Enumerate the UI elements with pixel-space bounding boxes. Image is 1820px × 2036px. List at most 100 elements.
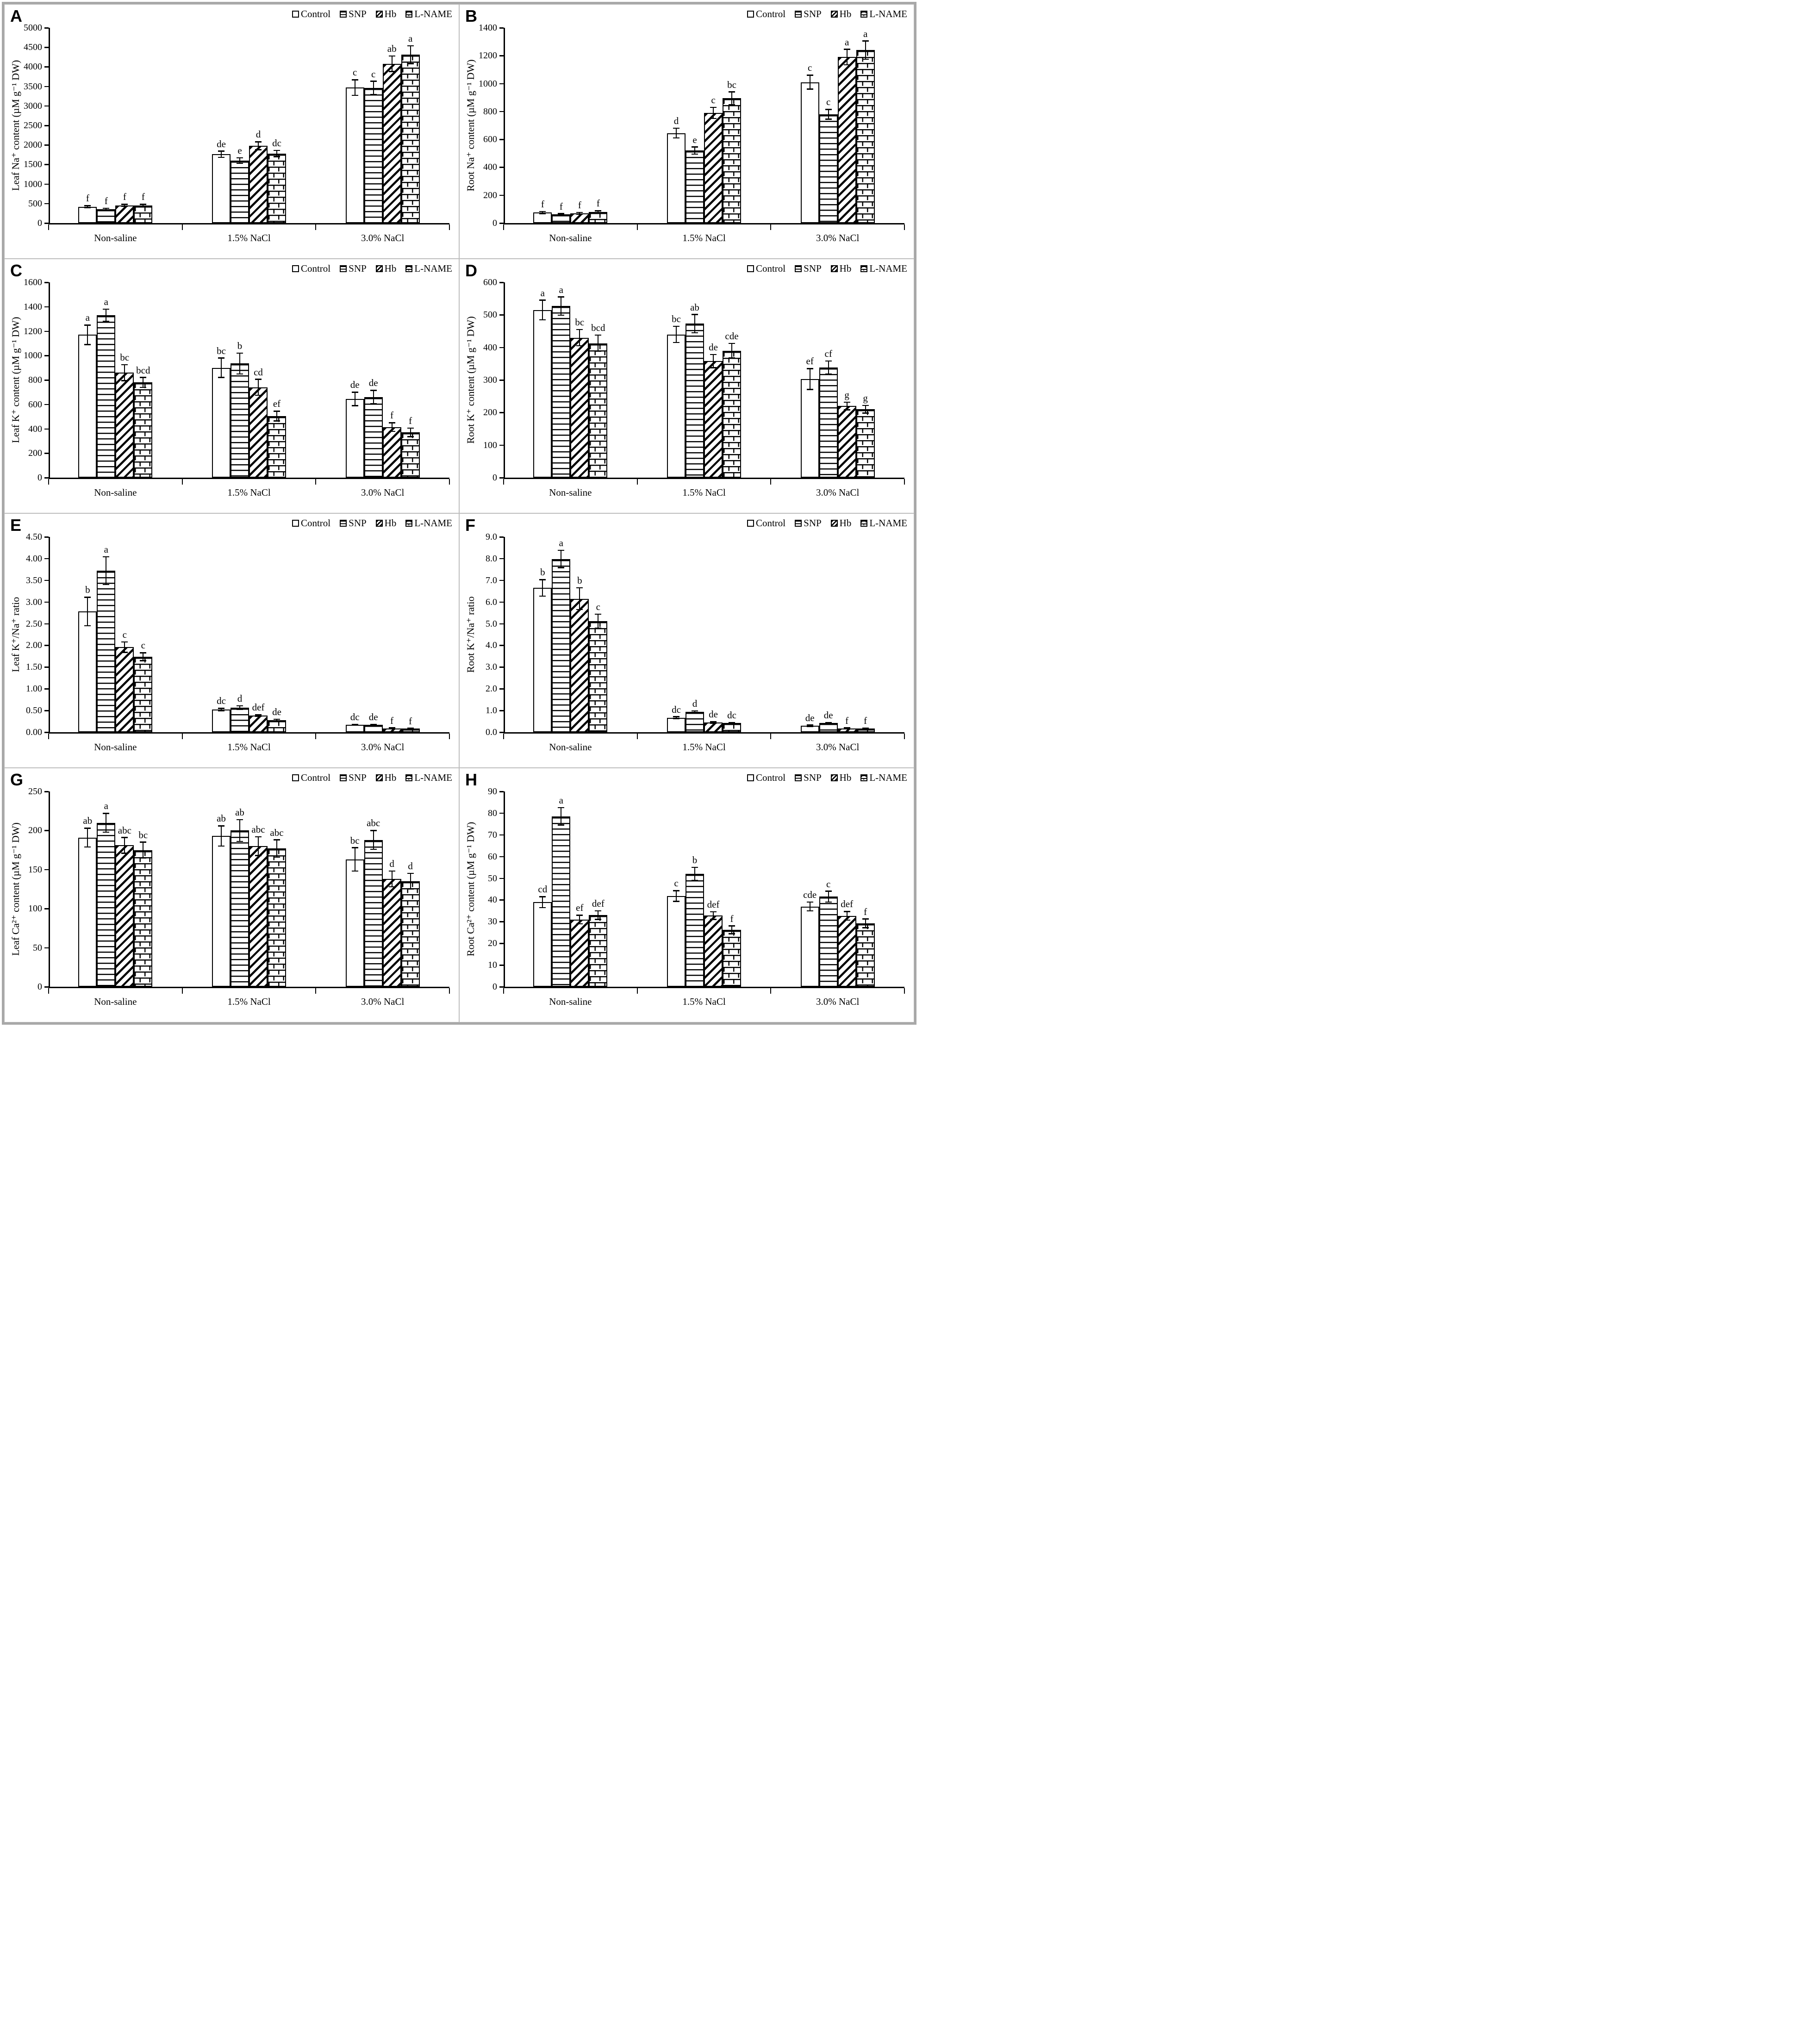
y-axis-line (49, 791, 50, 988)
legend: Control SNP Hb L-NAME (747, 772, 907, 784)
error-bar-cap (558, 824, 565, 826)
error-bar (276, 150, 277, 157)
error-bar-cap (595, 627, 602, 629)
bar-hb (704, 361, 723, 478)
x-boundary-tick (904, 733, 905, 739)
bar-hb (249, 387, 268, 478)
x-axis-line (504, 223, 904, 224)
x-boundary-tick (503, 224, 504, 230)
y-tick-label: 0 (492, 473, 497, 483)
legend-label: Hb (839, 517, 852, 529)
error-bar (410, 428, 411, 437)
bar-hb (704, 915, 723, 987)
error-bar-cap (218, 156, 224, 158)
error-bar-cap (673, 890, 679, 891)
y-tick (44, 125, 49, 126)
y-tick (499, 899, 504, 901)
significance-letter: a (863, 28, 868, 39)
y-tick-label: 50 (33, 942, 42, 953)
error-bar-cap (121, 364, 128, 366)
error-bar-cap (370, 848, 377, 850)
significance-letter: ab (83, 815, 93, 827)
bar-hb (382, 879, 401, 987)
y-tick-label: 600 (483, 134, 497, 145)
error-bar-cap (388, 71, 395, 72)
legend-label: Hb (384, 263, 397, 274)
legend-item-l-name: L-NAME (860, 263, 907, 274)
y-axis-title: Leaf K⁺/Na⁺ ratio (10, 597, 21, 672)
error-bar-cap (274, 839, 280, 841)
diagonal-hatch-swatch-icon (830, 265, 838, 272)
error-bar-cap (103, 321, 110, 322)
error-bar (676, 716, 677, 719)
x-boundary-tick (503, 733, 504, 739)
open-swatch-icon (747, 265, 754, 272)
y-axis-title: Leaf K⁺ content (µM g⁻¹ DW) (10, 317, 21, 443)
significance-letter: c (122, 629, 127, 640)
error-bar-cap (255, 141, 262, 143)
error-bar (865, 41, 866, 59)
error-bar-cap (825, 722, 832, 723)
x-boundary-tick (315, 988, 317, 994)
significance-letter: b (540, 567, 545, 578)
error-bar-cap (806, 901, 813, 903)
error-bar-cap (862, 727, 869, 729)
significance-letter: bc (350, 834, 360, 846)
error-bar-cap (84, 597, 91, 598)
bar-snp (552, 306, 571, 478)
error-bar (124, 204, 125, 206)
legend-label: Control (755, 772, 786, 783)
error-bar-cap (558, 567, 565, 568)
bar-l-name (589, 621, 608, 732)
significance-letter: de (368, 711, 378, 723)
y-tick (44, 579, 49, 581)
error-bar-cap (825, 723, 832, 724)
x-category-label: Non-saline (549, 232, 592, 243)
y-axis-line (504, 28, 505, 224)
error-bar-cap (595, 613, 602, 615)
y-tick (499, 55, 504, 56)
significance-letter: bc (575, 316, 585, 328)
y-tick-label: 500 (28, 198, 42, 209)
x-category-label: Non-saline (549, 741, 592, 753)
error-bar (276, 411, 277, 421)
error-bar (124, 641, 125, 653)
y-tick-label: 3.50 (26, 575, 42, 585)
bar-hb (249, 716, 268, 732)
significance-letter: ab (690, 301, 699, 313)
error-bar-cap (576, 213, 583, 215)
bar-l-name (401, 432, 420, 478)
error-bar-cap (388, 727, 395, 728)
error-bar-cap (140, 841, 147, 843)
y-tick (499, 856, 504, 858)
x-boundary-tick (48, 988, 49, 994)
error-bar (124, 365, 125, 381)
significance-letter: abc (367, 817, 380, 829)
y-tick (499, 412, 504, 413)
error-bar-cap (237, 162, 243, 164)
bar-l-name (723, 98, 741, 223)
y-tick-label: 3.0 (486, 662, 497, 672)
y-tick (44, 908, 49, 909)
bar-l-name (856, 923, 875, 987)
legend-label: Hb (839, 8, 852, 19)
error-bar-cap (407, 872, 414, 874)
significance-letter: bc (727, 79, 736, 90)
error-bar-cap (218, 357, 224, 359)
bar-snp (364, 397, 383, 478)
y-axis-title: Root K⁺/Na⁺ ratio (465, 596, 476, 673)
y-tick-label: 90 (488, 786, 497, 797)
error-bar-cap (843, 409, 850, 411)
error-bar-cap (825, 374, 832, 375)
legend-label: Hb (839, 263, 852, 274)
y-tick (44, 710, 49, 711)
x-category-label: Non-saline (94, 487, 137, 498)
y-tick (44, 66, 49, 68)
error-bar-cap (351, 723, 358, 725)
y-tick-label: 200 (483, 190, 497, 200)
error-bar-cap (351, 79, 358, 81)
x-category-label: 3.0% NaCl (361, 487, 405, 498)
error-bar-cap (84, 846, 91, 848)
y-tick-label: 0.50 (26, 705, 42, 716)
bar-l-name (401, 55, 420, 223)
